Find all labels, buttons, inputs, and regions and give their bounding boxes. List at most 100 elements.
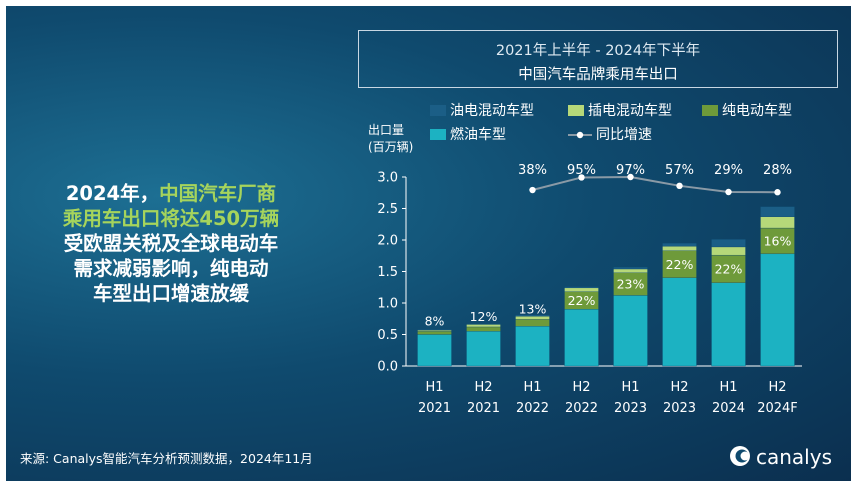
logo-text: canalys: [756, 445, 832, 469]
chart-title: 中国汽车品牌乘用车出口: [518, 67, 678, 83]
bev-share-label: 12%: [470, 309, 498, 324]
legend-swatch-plugin: [568, 105, 584, 116]
bar-segment-phev: [662, 242, 697, 247]
x-tick-label-year: 2024F: [757, 401, 798, 416]
x-tick-label-half: H1: [621, 380, 639, 395]
canalys-logo-icon: [730, 446, 750, 466]
legend-label-plugin: 插电混动车型: [588, 103, 672, 119]
bar-segment-ice: [417, 334, 452, 367]
headline-part5: 需求减弱影响，纯电动: [73, 257, 269, 280]
chart-plot-area: 0.0 0.5 1.0 1.5 2.0 2.5 3.0 8% H1 2021 12% H2 2021 13…: [377, 163, 802, 416]
bev-share-label: 22%: [568, 293, 596, 308]
legend-label-bev: 纯电动车型: [722, 103, 792, 119]
y-tick-label: 3.0: [377, 171, 398, 186]
growth-label: 57%: [665, 163, 694, 178]
x-tick-label-year: 2021: [467, 401, 500, 416]
y-axis-unit: (百万辆): [368, 140, 414, 154]
y-tick-label: 0.5: [377, 328, 398, 343]
x-tick-label-half: H2: [572, 380, 590, 395]
bar-segment-plugin: [417, 329, 452, 332]
headline-part2: 中国汽车厂商: [159, 182, 277, 205]
legend-swatch-phev: [430, 105, 446, 116]
bar-segment-phev: [613, 266, 648, 270]
y-tick-label: 2.0: [377, 234, 398, 249]
bar-segment-ice: [564, 309, 599, 367]
bar-segment-phev: [760, 206, 795, 217]
bar-segment-ice: [662, 277, 697, 367]
growth-line: [532, 175, 778, 194]
x-tick-label-year: 2024: [712, 401, 745, 416]
x-tick-label-half: H2: [768, 380, 786, 395]
x-tick-label-half: H2: [670, 380, 688, 395]
x-tick-label-half: H1: [425, 380, 443, 395]
legend-swatch-bev: [702, 105, 718, 116]
growth-point: [725, 188, 732, 196]
source-note: 来源: Canalys智能汽车分析预测数据，2024年11月: [20, 451, 313, 466]
x-tick-label-half: H1: [719, 380, 737, 395]
legend-line-growth-icon: [568, 131, 592, 139]
chart-title-period: 2021年上半年 - 2024年下半年: [495, 43, 701, 59]
bar-segment-plugin: [711, 246, 746, 256]
bar-segment-ice: [466, 331, 501, 367]
x-tick-label-year: 2022: [516, 401, 549, 416]
bar-segment-plugin: [613, 268, 648, 273]
bev-share-label: 22%: [666, 257, 694, 272]
bar-segment-phev: [564, 286, 599, 289]
bar-segment-bev: [417, 331, 452, 335]
bar-segment-plugin: [662, 246, 697, 251]
bar-segment-phev: [515, 314, 550, 317]
x-tick-label-year: 2021: [418, 401, 451, 416]
y-tick-label: 0.0: [377, 360, 398, 375]
bar-segment-bev: [515, 319, 550, 327]
y-tick-label: 1.5: [377, 265, 398, 280]
bar-segment-phev: [466, 323, 501, 325]
growth-point: [676, 182, 683, 190]
x-tick-label-half: H1: [523, 380, 541, 395]
legend-label-growth: 同比增速: [596, 127, 652, 143]
headline-text: 2024年，中国汽车厂商 乘用车出口将达450万辆 受欧盟关税及全球电动车 需求…: [26, 181, 316, 306]
headline-part4: 受欧盟关税及全球电动车: [63, 232, 279, 255]
legend-label-phev: 油电混动车型: [450, 103, 534, 119]
bar-segment-phev: [711, 239, 746, 248]
bar-segment-ice: [613, 295, 648, 367]
growth-label: 28%: [763, 163, 792, 178]
growth-point: [627, 173, 634, 181]
bar-segment-ice: [515, 326, 550, 367]
y-tick-label: 1.0: [377, 297, 398, 312]
headline-part3: 乘用车出口将达450万辆: [62, 207, 280, 230]
legend-label-ice: 燃油车型: [450, 127, 506, 143]
bar-segment-plugin: [760, 216, 795, 229]
bar-segment-ice: [711, 282, 746, 367]
bar-segment-bev: [662, 250, 697, 278]
growth-label: 97%: [616, 163, 645, 178]
bar-segment-bev: [711, 254, 746, 283]
growth-label: 38%: [518, 163, 547, 178]
growth-label: 29%: [714, 163, 743, 178]
headline-part6: 车型出口增速放缓: [92, 282, 249, 305]
growth-point: [774, 189, 781, 196]
legend-swatch-ice: [430, 129, 446, 140]
bev-share-label: 22%: [715, 261, 743, 276]
x-tick-label-year: 2023: [663, 401, 696, 416]
bar-segment-bev: [760, 227, 795, 255]
bar-segment-ice: [760, 253, 795, 367]
bev-share-label: 13%: [519, 301, 547, 316]
bar-segment-plugin: [564, 287, 599, 292]
y-tick-label: 2.5: [377, 202, 398, 217]
headline-part1: 2024年，: [65, 182, 160, 205]
bev-share-label: 16%: [764, 233, 792, 248]
bar-segment-bev: [466, 326, 501, 332]
bev-share-label: 8%: [425, 313, 445, 328]
growth-point: [578, 174, 585, 181]
y-axis-label: 出口量: [368, 123, 405, 137]
bev-share-label: 23%: [617, 277, 645, 292]
bar-segment-phev: [417, 329, 452, 331]
growth-label: 95%: [567, 163, 596, 178]
growth-point: [529, 186, 536, 194]
bar-segment-plugin: [515, 316, 550, 320]
x-tick-label-year: 2022: [565, 401, 598, 416]
x-tick-label-year: 2023: [614, 401, 647, 416]
x-tick-label-half: H2: [474, 380, 492, 395]
slide-background: 2021年上半年 - 2024年下半年 中国汽车品牌乘用车出口 2024年，中国…: [6, 6, 851, 481]
chart-title-box: 2021年上半年 - 2024年下半年 中国汽车品牌乘用车出口: [358, 30, 838, 88]
